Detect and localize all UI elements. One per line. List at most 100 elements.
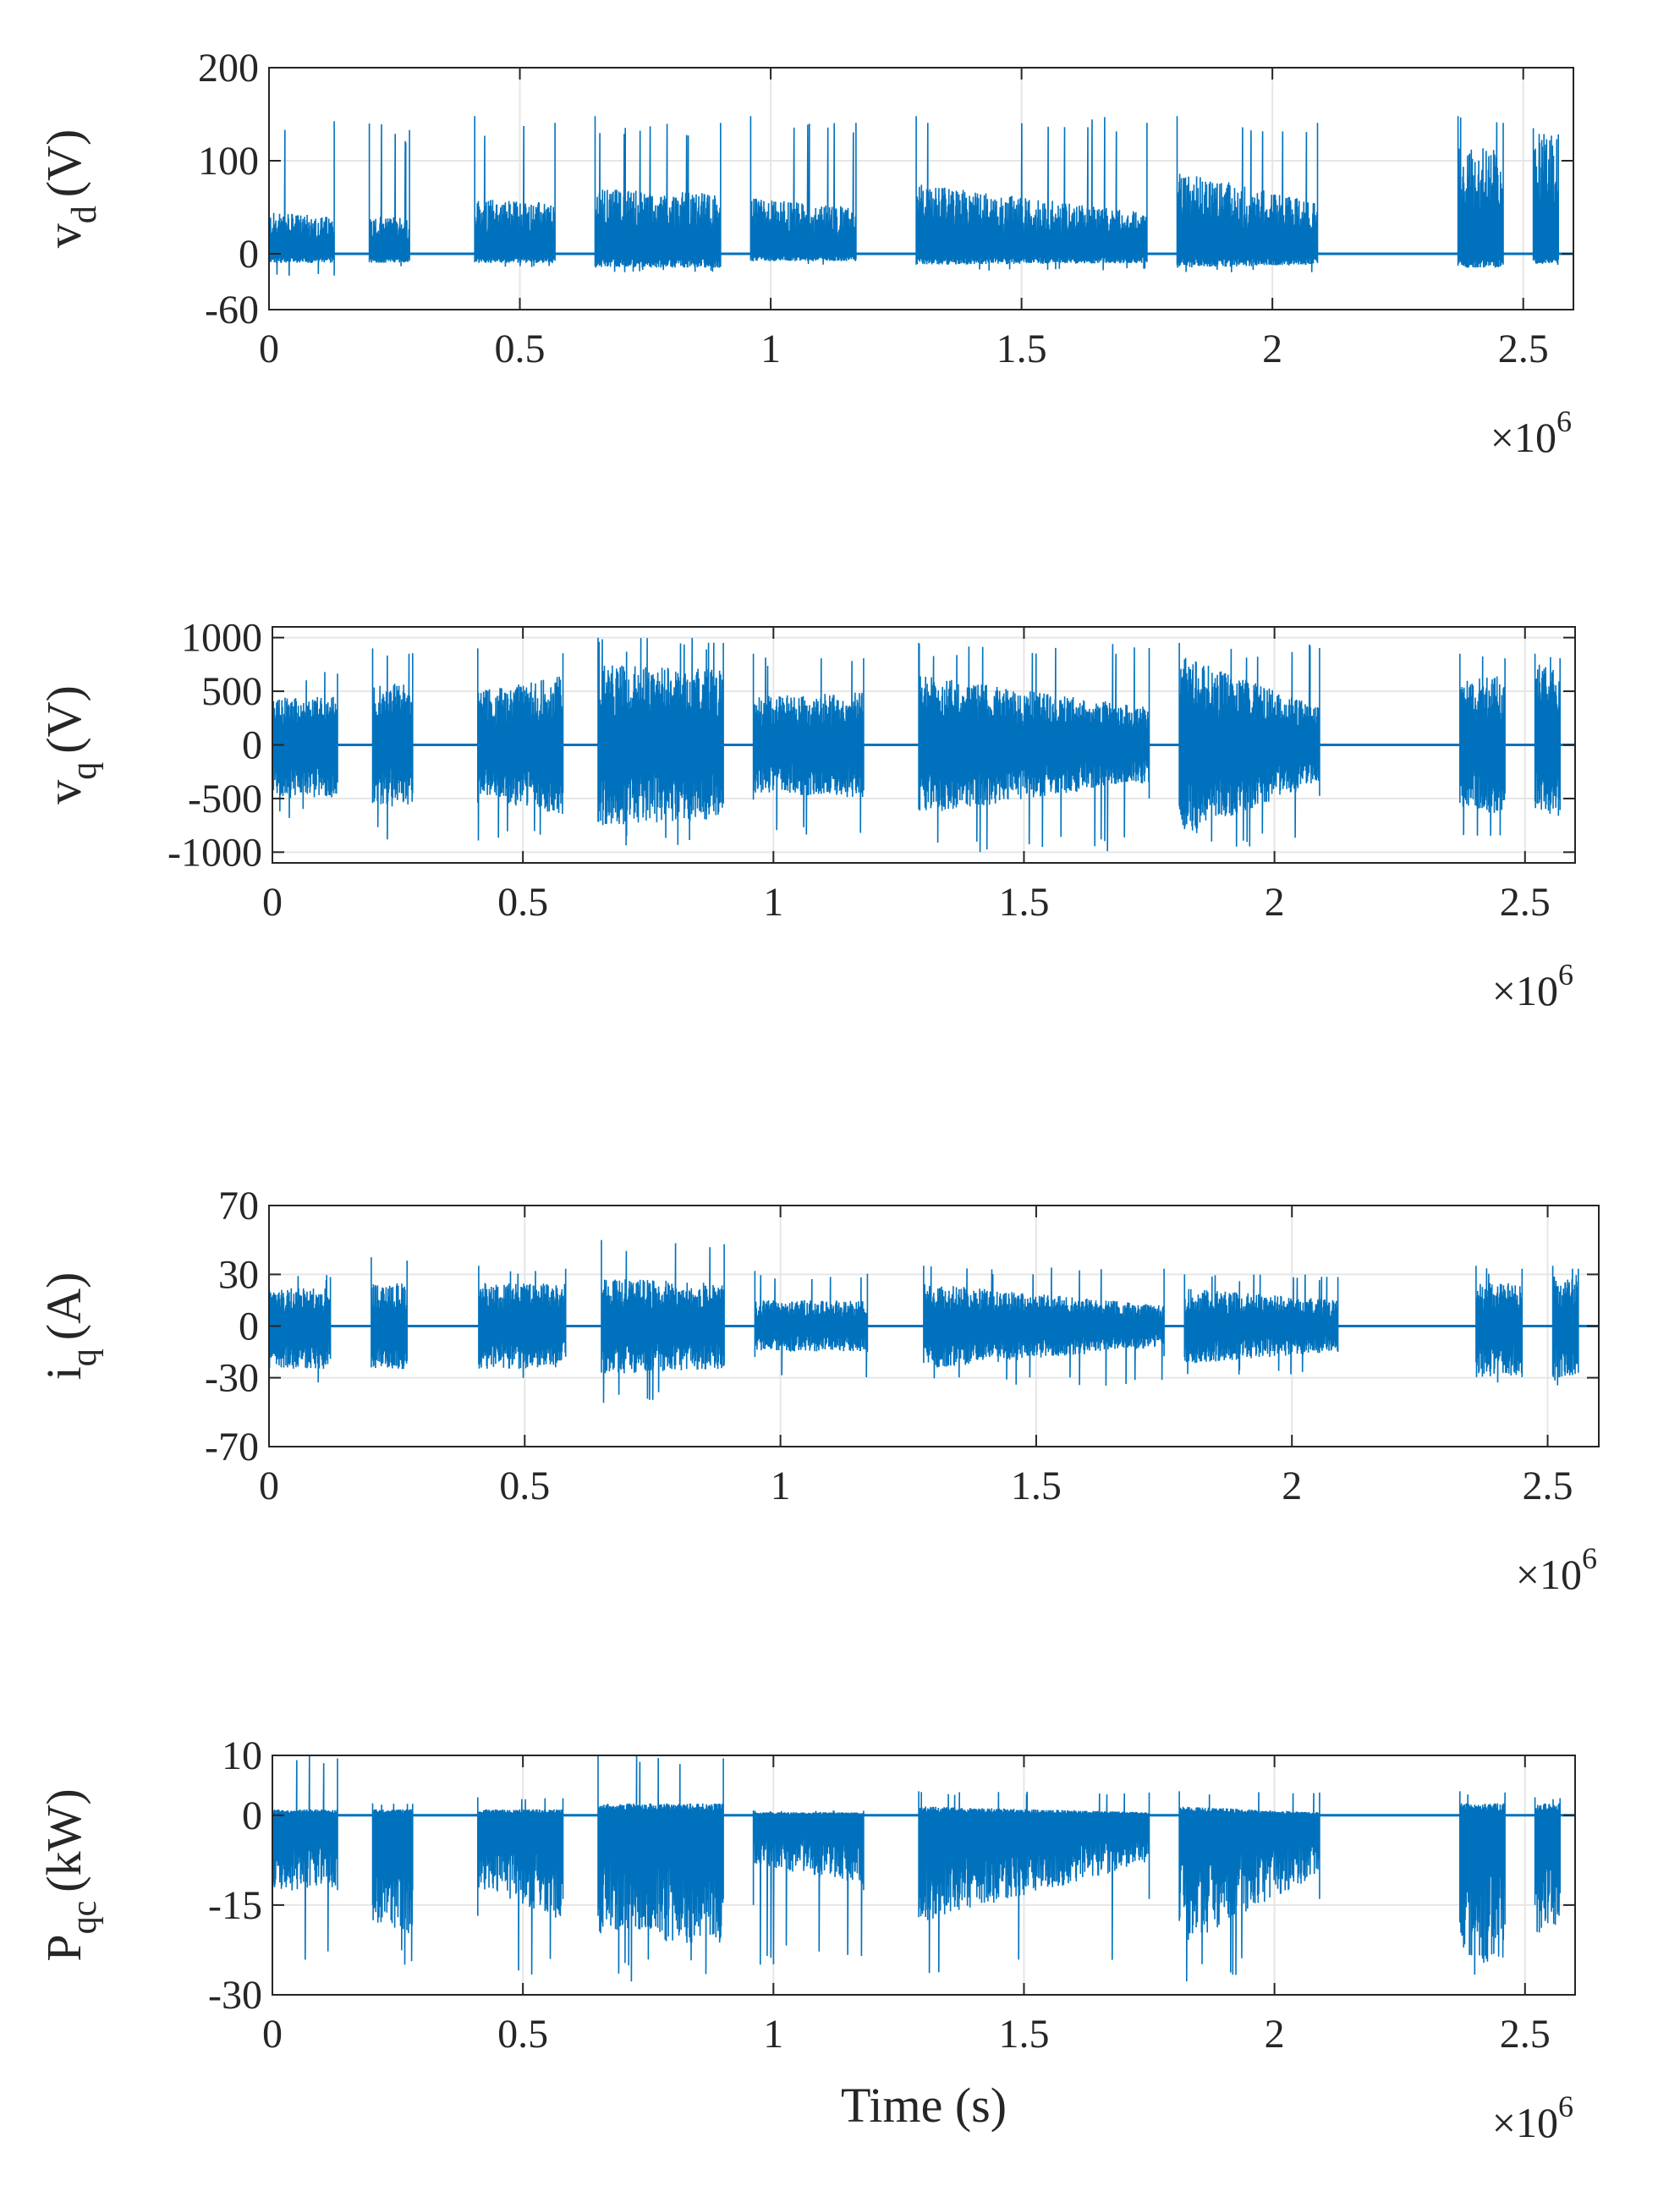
y-axis-label-unit: (A) <box>36 1272 91 1341</box>
x-tick-label: 0 <box>259 1464 279 1508</box>
x-tick-label: 1 <box>763 2012 783 2057</box>
x-axis-multiplier: ×106 <box>1516 1541 1597 1598</box>
y-axis-label-unit: (V) <box>36 685 91 754</box>
y-axis-label-main: v <box>36 780 91 805</box>
y-axis-label: Pqc (kW) <box>36 1788 104 1961</box>
x-axis-multiplier-exponent: 6 <box>1582 1541 1597 1575</box>
signal-burst-6 <box>918 643 1150 853</box>
x-tick-label: 2 <box>1265 2012 1285 2057</box>
x-axis-multiplier-exponent: 6 <box>1556 404 1572 438</box>
x-tick-label: 2.5 <box>1500 880 1551 925</box>
signal-burst-2 <box>371 1257 408 1370</box>
signal-burst-8 <box>1459 1791 1506 1975</box>
y-tick-label: 1000 <box>181 616 262 661</box>
y-tick-label: 10 <box>222 1733 262 1778</box>
y-tick-label: 0 <box>239 1304 259 1349</box>
signal-burst-3 <box>478 1266 567 1378</box>
signal-burst-4 <box>601 1239 725 1403</box>
signal-burst-3 <box>477 1797 564 1975</box>
signal-burst-4 <box>594 116 722 272</box>
signal-burst-7 <box>1183 1274 1339 1375</box>
y-tick-label: -30 <box>205 1356 259 1401</box>
y-tick-label: 100 <box>198 139 259 184</box>
x-tick-label: 2 <box>1265 880 1285 925</box>
signal-burst-8 <box>1459 653 1506 836</box>
y-axis-label-unit: (kW) <box>36 1788 91 1892</box>
y-tick-label: 30 <box>218 1252 259 1297</box>
signal-burst-8 <box>1457 116 1504 268</box>
signal-burst-9 <box>1532 128 1559 266</box>
x-tick-label: 1 <box>771 1464 791 1508</box>
x-tick-label: 2.5 <box>1498 327 1549 371</box>
x-tick-label: 2.5 <box>1500 2012 1551 2057</box>
y-tick-label: 0 <box>239 232 259 277</box>
x-tick-label: 1.5 <box>996 327 1047 371</box>
y-axis-label: vd (V) <box>36 129 104 249</box>
x-tick-label: 1 <box>760 327 781 371</box>
signal-burst-6 <box>918 1791 1150 1974</box>
signal-burst-8 <box>1475 1266 1524 1383</box>
signal-burst-5 <box>752 1810 865 1965</box>
signal-burst-7 <box>1178 1791 1320 1982</box>
y-axis-label: iq (A) <box>36 1272 104 1381</box>
x-axis-multiplier: ×106 <box>1492 958 1573 1014</box>
x-axis-label: Time (s) <box>841 2078 1007 2133</box>
x-tick-label: 1.5 <box>998 2012 1049 2057</box>
y-tick-label: -500 <box>188 777 262 821</box>
signal-burst-6 <box>923 1266 1165 1387</box>
signal-burst-6 <box>915 116 1148 271</box>
x-tick-label: 1 <box>763 880 783 925</box>
subplot-3: 0 0.5 1 1.5 2 2.5 -70 -30 0 30 70 iq (A) ×106 <box>36 1184 1600 1598</box>
signal-burst-3 <box>477 648 564 841</box>
axes-frame <box>272 1755 1576 1996</box>
x-tick-label: 0.5 <box>497 880 548 925</box>
y-axis-label-subscript: q <box>65 1348 104 1366</box>
x-axis-multiplier-exponent: 6 <box>1558 2090 1573 2123</box>
subplot-2: 0 0.5 1 1.5 2 2.5 -1000 -500 0 500 1000 vq (V) ×106 <box>36 616 1576 1014</box>
x-tick-label: 0 <box>262 2012 283 2057</box>
x-tick-label: 0 <box>262 880 283 925</box>
x-axis-multiplier-base: ×10 <box>1491 414 1556 461</box>
y-axis-label-main: P <box>36 1934 91 1961</box>
x-tick-label: 0.5 <box>499 1464 550 1508</box>
x-tick-label: 0.5 <box>497 2012 548 2057</box>
signal-burst-3 <box>474 116 556 267</box>
signal-burst-2 <box>371 648 414 840</box>
x-tick-label: 2.5 <box>1523 1464 1573 1508</box>
y-tick-label: 0 <box>242 723 262 768</box>
signal-burst-9 <box>1534 653 1561 816</box>
signal-burst-7 <box>1176 116 1319 272</box>
x-tick-label: 0 <box>259 327 279 371</box>
x-tick-label: 0.5 <box>495 327 546 371</box>
x-axis-multiplier-base: ×10 <box>1492 2099 1558 2146</box>
y-tick-label: -30 <box>208 1973 262 2018</box>
x-axis-multiplier-base: ×10 <box>1516 1551 1582 1598</box>
x-axis-multiplier-exponent: 6 <box>1558 958 1573 991</box>
x-tick-label: 1.5 <box>998 880 1049 925</box>
y-tick-label: 70 <box>218 1184 259 1228</box>
y-tick-label: 200 <box>198 46 259 91</box>
x-axis-multiplier-base: ×10 <box>1492 967 1558 1014</box>
subplot-4: 0 0.5 1 1.5 2 2.5 -30 -15 0 10 Pqc (kW) ×106 Time (s) <box>36 1733 1576 2146</box>
y-tick-label: 500 <box>201 669 262 714</box>
signal-burst-2 <box>368 124 410 266</box>
y-axis-label-main: v <box>36 223 91 248</box>
x-axis-multiplier: ×106 <box>1491 404 1572 461</box>
axes-frame <box>268 67 1574 310</box>
signal-burst-9 <box>1551 1266 1579 1386</box>
y-tick-label: -70 <box>205 1425 259 1469</box>
signal-burst-7 <box>1178 643 1320 847</box>
x-tick-label: 2 <box>1282 1464 1302 1508</box>
y-axis-label-subscript: qc <box>65 1901 104 1935</box>
signal-burst-5 <box>754 1271 869 1378</box>
y-axis-label-subscript: d <box>65 206 104 223</box>
signal-burst-2 <box>371 1803 414 1965</box>
y-tick-label: -1000 <box>167 830 262 875</box>
signal-burst-9 <box>1534 1797 1561 1933</box>
signal-burst-5 <box>749 116 857 265</box>
x-axis-multiplier: ×106 <box>1492 2090 1573 2146</box>
y-tick-label: 0 <box>242 1793 262 1838</box>
y-axis-label: vq (V) <box>36 685 104 805</box>
